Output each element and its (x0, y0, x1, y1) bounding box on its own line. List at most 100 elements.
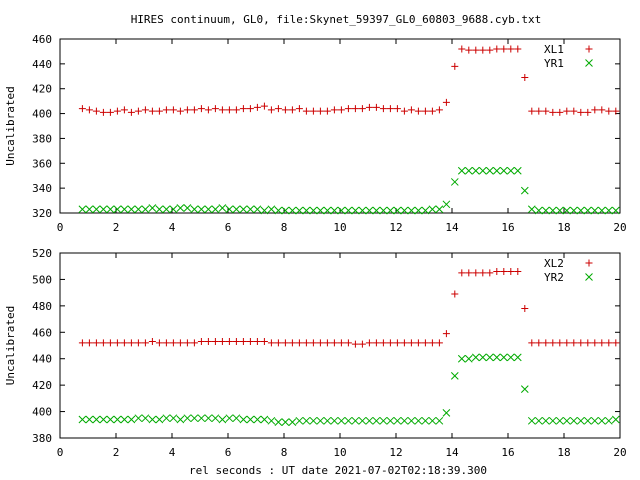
data-point (513, 353, 522, 362)
data-point (330, 106, 338, 114)
data-point (590, 206, 599, 215)
data-point (239, 105, 247, 113)
data-point (400, 339, 408, 347)
data-point (372, 206, 381, 215)
legend-marker (585, 59, 593, 67)
data-point (120, 415, 129, 424)
data-point (407, 339, 415, 347)
data-point (358, 416, 367, 425)
data-point (458, 269, 466, 277)
data-point (577, 108, 585, 116)
data-point (400, 416, 409, 425)
data-point (555, 416, 564, 425)
data-point (535, 107, 543, 115)
data-point (612, 107, 620, 115)
data-point (344, 339, 352, 347)
data-point (358, 340, 366, 348)
data-point (169, 106, 177, 114)
data-point (113, 339, 121, 347)
data-point (570, 107, 578, 115)
data-point (598, 339, 606, 347)
y-axis-label: Uncalibrated (4, 306, 17, 385)
y-tick-label: 400 (32, 108, 52, 121)
data-point (204, 205, 213, 214)
y-tick-label: 360 (32, 157, 52, 170)
data-point (337, 339, 345, 347)
data-point (120, 106, 128, 114)
data-point (465, 46, 473, 54)
data-point (576, 416, 585, 425)
data-point (183, 204, 192, 212)
data-point (535, 339, 543, 347)
data-point (520, 385, 529, 393)
data-point (134, 414, 143, 423)
data-point (407, 416, 416, 425)
data-point (435, 205, 444, 214)
data-point (78, 339, 86, 347)
x-tick-label: 0 (57, 446, 64, 459)
data-point (232, 414, 241, 423)
data-point (127, 108, 135, 116)
data-point (162, 414, 171, 423)
x-tick-label: 0 (57, 221, 64, 234)
data-point (527, 205, 536, 214)
data-point (521, 74, 529, 82)
data-point (351, 105, 359, 113)
data-point (309, 206, 318, 215)
data-point (176, 107, 184, 115)
data-point (99, 339, 107, 347)
data-point (386, 339, 394, 347)
data-point (204, 414, 213, 423)
data-point (281, 339, 289, 347)
data-point (486, 46, 494, 54)
data-point (323, 107, 331, 115)
data-point (365, 339, 373, 347)
data-point (197, 414, 206, 423)
data-point (218, 106, 226, 114)
x-tick-label: 10 (333, 221, 346, 234)
x-tick-label: 20 (613, 221, 626, 234)
data-point (500, 45, 508, 53)
data-point (584, 339, 592, 347)
data-point (113, 107, 121, 115)
data-point (183, 106, 191, 114)
data-point (450, 372, 459, 380)
data-point (211, 338, 219, 346)
data-point (584, 108, 592, 116)
data-point (611, 415, 620, 424)
data-point (330, 339, 338, 347)
x-tick-label: 18 (557, 446, 570, 459)
data-point (421, 339, 429, 347)
data-point (605, 107, 613, 115)
y-tick-label: 380 (32, 432, 52, 445)
x-tick-label: 2 (113, 221, 120, 234)
data-point (457, 166, 466, 175)
data-point (134, 339, 142, 347)
data-point (471, 353, 480, 362)
data-point (513, 166, 522, 175)
series-YR2 (78, 353, 620, 426)
data-point (365, 416, 374, 425)
data-point (556, 339, 564, 347)
data-point (92, 415, 101, 424)
data-point (106, 339, 114, 347)
data-point (393, 105, 401, 113)
x-axis-label: rel seconds : UT date 2021-07-02T02:18:3… (189, 464, 487, 477)
data-point (239, 338, 247, 346)
series-YR1 (78, 166, 620, 215)
data-point (351, 340, 359, 348)
data-point (421, 107, 429, 115)
data-point (414, 416, 423, 425)
x-tick-label: 2 (113, 446, 120, 459)
data-point (442, 98, 450, 106)
data-point (295, 105, 303, 113)
data-point (442, 200, 451, 209)
data-point (323, 416, 332, 425)
data-point (577, 339, 585, 347)
data-point (507, 268, 515, 275)
data-point (407, 106, 415, 114)
data-point (274, 105, 282, 113)
data-point (435, 339, 443, 347)
data-point (302, 206, 311, 215)
data-point (435, 106, 443, 114)
